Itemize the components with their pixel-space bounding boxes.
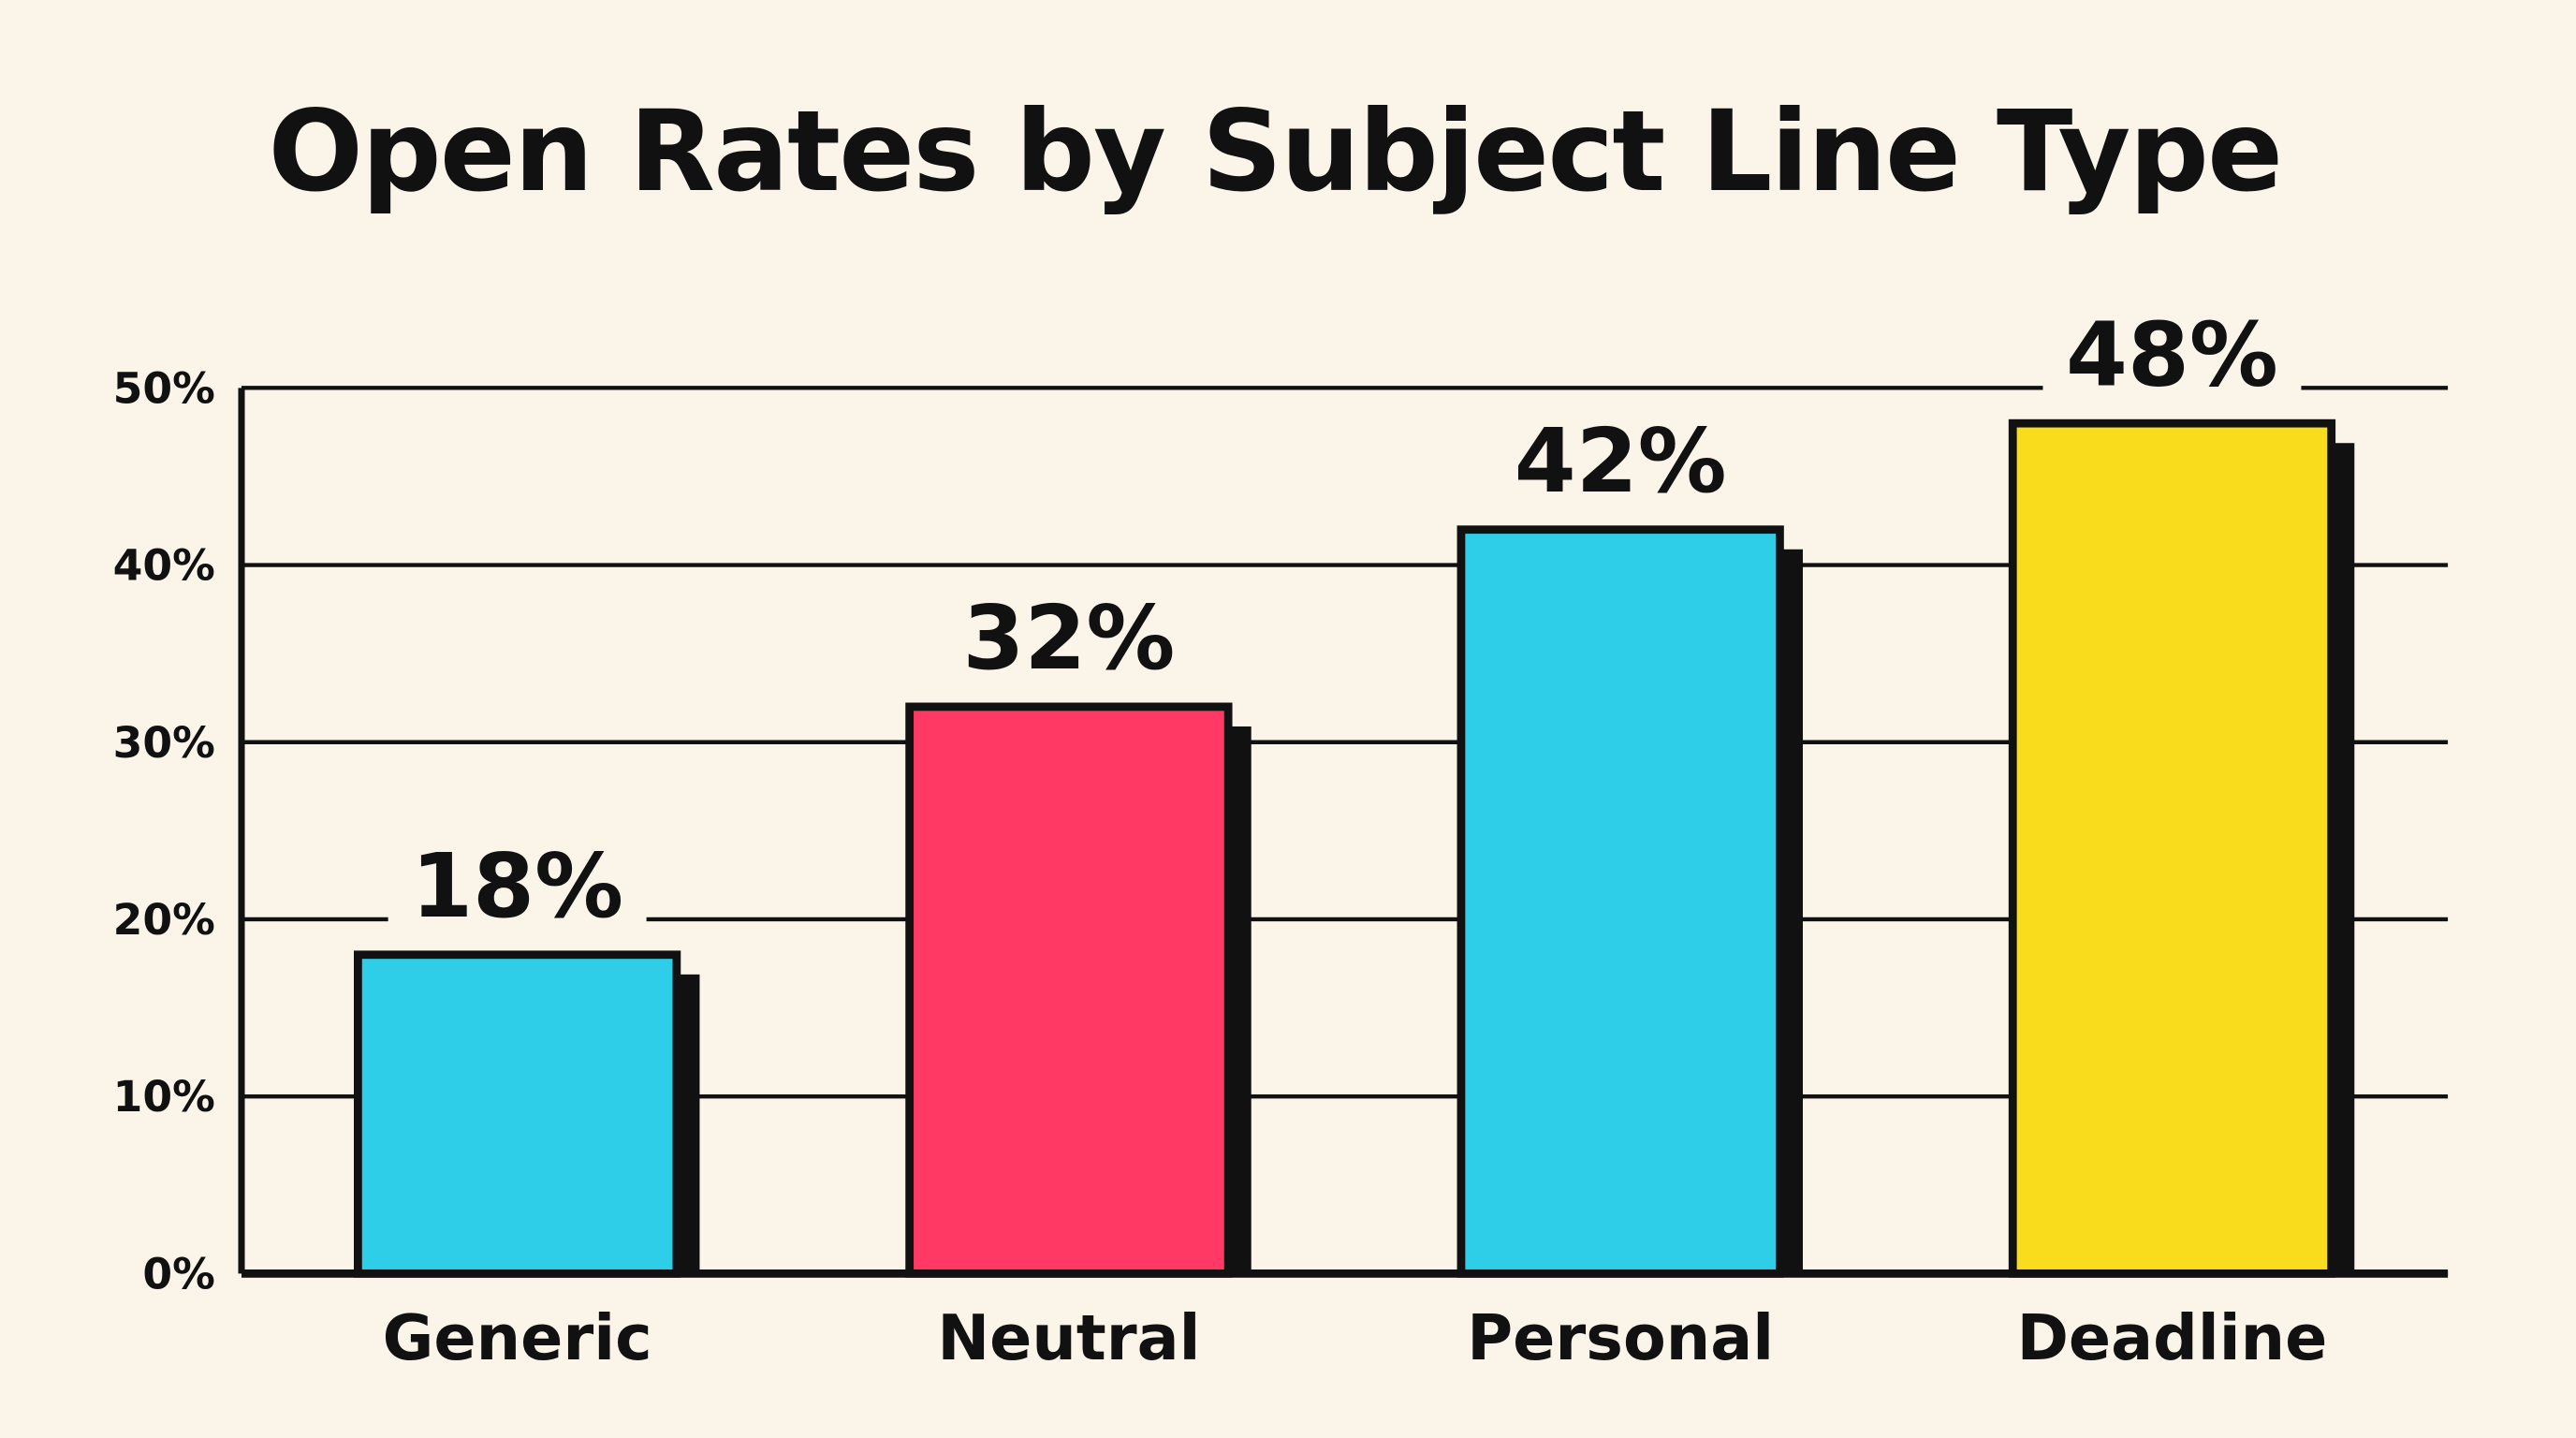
value-label-background xyxy=(388,834,647,938)
x-tick-label: Deadline xyxy=(2017,1301,2328,1374)
value-label: 18% xyxy=(411,835,623,938)
bar xyxy=(1456,525,1784,1278)
y-tick-label: 20% xyxy=(113,895,215,945)
value-label: 42% xyxy=(1515,410,1727,513)
y-tick-label: 0% xyxy=(142,1249,214,1299)
x-tick-label: Generic xyxy=(383,1301,652,1374)
bar xyxy=(2008,418,2336,1278)
value-label: 48% xyxy=(2066,303,2278,406)
y-tick-label: 50% xyxy=(113,363,215,413)
y-tick-label: 30% xyxy=(113,718,215,768)
bar xyxy=(905,702,1233,1278)
y-tick-label: 10% xyxy=(113,1072,215,1122)
value-label-background xyxy=(939,587,1198,691)
value-label-background xyxy=(2042,303,2302,407)
x-tick-label: Neutral xyxy=(937,1301,1200,1374)
value-label: 32% xyxy=(962,587,1175,690)
value-label-background xyxy=(1491,409,1750,513)
y-tick-label: 40% xyxy=(113,541,215,591)
bar xyxy=(354,950,681,1278)
chart-title: Open Rates by Subject Line Type xyxy=(269,87,2282,217)
x-tick-label: Personal xyxy=(1467,1301,1774,1374)
